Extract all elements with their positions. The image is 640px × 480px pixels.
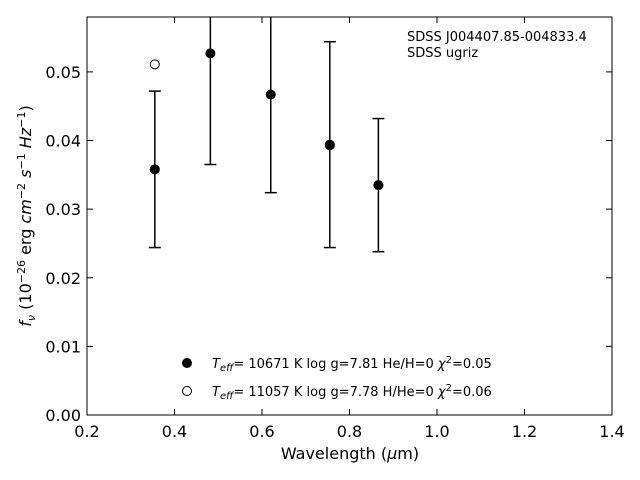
observed-point — [324, 139, 335, 150]
x-tick-label: 0.4 — [162, 422, 187, 441]
y-tick-label: 0.03 — [45, 200, 81, 219]
y-tick-label: 0.04 — [45, 132, 81, 151]
x-tick-label: 0.8 — [337, 422, 362, 441]
y-tick-label: 0.05 — [45, 63, 81, 82]
legend-marker-filled — [182, 358, 192, 368]
y-tick-label: 0.00 — [45, 406, 81, 425]
annotation-object: SDSS J004407.85-004833.4 — [407, 30, 587, 45]
observed-point — [205, 48, 216, 59]
x-tick-label: 1.0 — [424, 422, 449, 441]
observed-point — [265, 89, 276, 100]
x-axis: 0.2 0.4 0.6 0.8 1.0 1.2 1.4 — [74, 17, 625, 441]
x-tick-label: 1.4 — [599, 422, 624, 441]
y-axis-label: fν (10−26 erg cm−2 s−1 Hz−1) — [15, 105, 38, 326]
legend: Teff= 10671 K log g=7.81 He/H=0 χ2=0.05 … — [182, 355, 492, 402]
legend-label-model: Teff= 11057 K log g=7.78 H/He=0 χ2=0.06 — [212, 383, 492, 402]
legend-marker-open — [182, 386, 192, 396]
observed-point — [373, 180, 384, 191]
observed-point — [149, 164, 160, 175]
x-tick-label: 0.6 — [249, 422, 274, 441]
error-bars — [148, 17, 385, 253]
annotation-survey: SDSS ugriz — [407, 46, 478, 61]
y-tick-label: 0.02 — [45, 269, 81, 288]
x-axis-label: Wavelength (μm) — [281, 444, 419, 463]
model-point — [149, 59, 160, 70]
model-points — [149, 59, 384, 191]
x-tick-label: 0.2 — [74, 422, 99, 441]
x-tick-label: 1.2 — [512, 422, 537, 441]
plot-frame — [86, 16, 613, 416]
observed-points — [149, 48, 384, 191]
y-tick-label: 0.01 — [45, 337, 81, 356]
y-axis: 0.00 0.01 0.02 0.03 0.04 0.05 — [45, 63, 612, 425]
legend-label-observed: Teff= 10671 K log g=7.81 He/H=0 χ2=0.05 — [212, 355, 492, 374]
